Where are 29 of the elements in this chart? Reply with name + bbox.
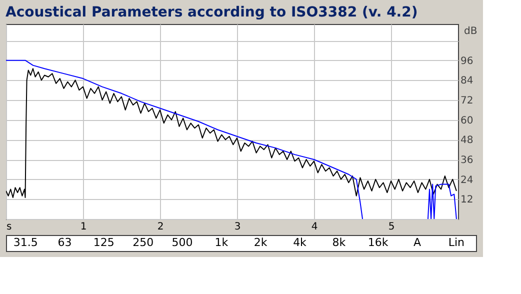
y-tick-label: 84 (460, 76, 474, 87)
text: 63 (58, 236, 72, 249)
y-tick-label: 60 (460, 115, 474, 126)
text: 1k (214, 236, 229, 249)
y-tick-label: 24 (460, 174, 474, 186)
text: 31.5 (13, 236, 38, 249)
y-tick-label: 12 (460, 194, 474, 206)
x-tick-label: 2 (157, 222, 164, 232)
text: 250 (132, 236, 154, 249)
y-tick-label: 48 (460, 135, 474, 146)
line-series (6, 68, 457, 198)
y-axis-title: dB (464, 26, 478, 37)
x-tick-label: s (6, 222, 12, 232)
x-tick-label: 4 (311, 222, 318, 232)
text: 125 (93, 236, 114, 249)
text: 2k (254, 236, 268, 249)
y-tick-label: 72 (460, 96, 474, 107)
text: A (413, 236, 422, 249)
x-tick-label: 5 (388, 222, 395, 232)
text: 16k (368, 236, 389, 249)
chart-title: Acoustical Parameters according to ISO3382 (v. 4.2) (6, 4, 418, 20)
x-tick-label: 3 (234, 222, 241, 232)
x-tick-label: 1 (80, 222, 87, 232)
text: 500 (172, 236, 193, 249)
text: Lin (448, 236, 465, 249)
text: 8k (332, 236, 346, 249)
text: 4k (293, 236, 308, 249)
y-tick-label: 36 (460, 155, 474, 166)
y-tick-label: 96 (460, 56, 474, 67)
